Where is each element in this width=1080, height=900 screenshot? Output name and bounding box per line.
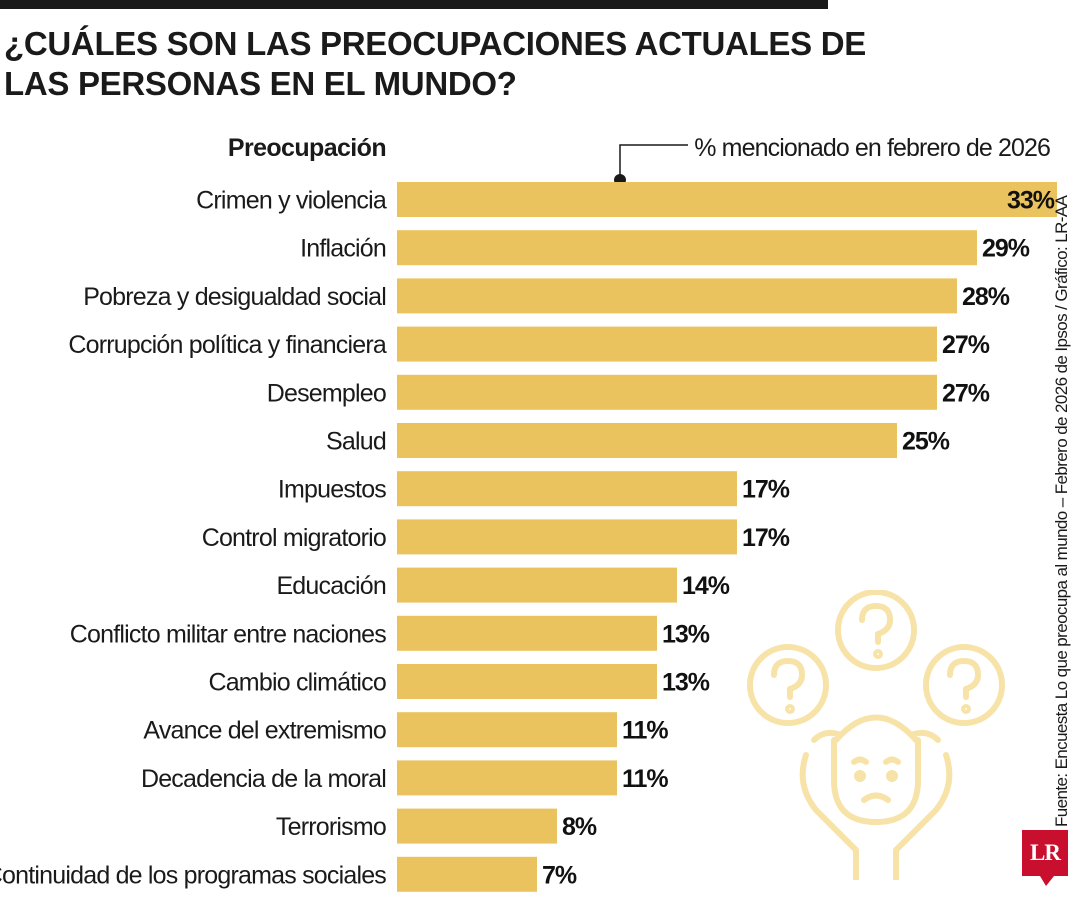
value-label: 13% — [662, 620, 710, 648]
value-label: 29% — [982, 235, 1030, 263]
bar — [397, 278, 957, 314]
value-label: 13% — [662, 669, 710, 697]
value-label: 28% — [962, 283, 1010, 311]
value-label: 27% — [942, 379, 990, 407]
category-label: Corrupción política y financiera — [68, 331, 387, 359]
category-label: Inflación — [300, 235, 386, 263]
category-label: Educación — [276, 572, 386, 600]
source-note: Fuente: Encuesta Lo que preocupa al mund… — [1052, 195, 1071, 827]
top-rule — [0, 0, 828, 9]
bar — [397, 182, 1057, 217]
category-label: Terrorismo — [276, 813, 386, 841]
bar — [397, 374, 937, 410]
chart-title: ¿CUÁLES SON LAS PREOCUPACIONES ACTUALES … — [4, 25, 866, 102]
category-label: Desempleo — [267, 379, 386, 407]
bar — [397, 471, 737, 507]
value-label: 7% — [542, 861, 577, 889]
bar — [397, 808, 557, 844]
value-label: 27% — [942, 331, 990, 359]
bar — [397, 712, 617, 748]
value-label: 8% — [562, 813, 597, 841]
bar — [397, 664, 657, 699]
value-label: 11% — [622, 717, 668, 745]
bar — [397, 423, 897, 458]
value-label: 17% — [742, 524, 790, 552]
category-label: Decadencia de la moral — [141, 765, 386, 793]
bar — [397, 856, 537, 892]
value-header: % mencionado en febrero de 2026 — [694, 134, 1051, 162]
category-label: Conflicto militar entre naciones — [70, 620, 387, 648]
category-label: Control migratorio — [202, 524, 386, 552]
category-header: Preocupación — [227, 134, 387, 162]
bar — [397, 230, 977, 266]
value-label: 14% — [682, 572, 730, 600]
value-label: 33% — [1007, 187, 1055, 215]
value-label: 11% — [622, 765, 668, 793]
category-label: Avance del extremismo — [143, 717, 386, 745]
worried-person-with-question-marks-icon — [747, 590, 1005, 880]
category-label: Pobreza y desigualdad social — [83, 283, 386, 311]
bar — [397, 519, 737, 555]
category-label: Continuidad de los programas sociales — [0, 861, 386, 889]
category-label: Impuestos — [278, 476, 386, 504]
lr-logo-tail — [1040, 876, 1054, 886]
category-label: Crimen y violencia — [196, 187, 387, 215]
category-label: Salud — [326, 428, 386, 456]
bar — [397, 760, 617, 796]
bar — [397, 567, 677, 603]
lr-logo: LR — [1022, 830, 1068, 876]
callout-line — [619, 144, 688, 180]
value-label: 17% — [742, 476, 790, 504]
category-label: Cambio climático — [208, 669, 386, 697]
value-label: 25% — [902, 428, 950, 456]
bar — [397, 615, 657, 651]
bar — [397, 326, 937, 362]
